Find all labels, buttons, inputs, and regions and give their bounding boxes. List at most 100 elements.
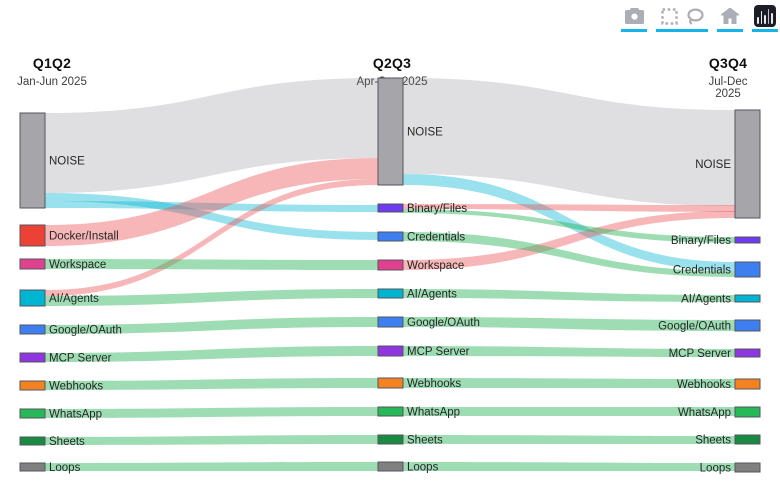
sankey-node-q3q4-WhatsApp[interactable] bbox=[734, 406, 761, 418]
reset-view-button[interactable] bbox=[717, 4, 743, 28]
sankey-node-q1q2-AI/Agents[interactable] bbox=[19, 289, 46, 307]
sankey-link-NOISE-to-Credentials[interactable] bbox=[45, 193, 378, 240]
sankey-link-Google/OAuth-to-Google/OAuth[interactable] bbox=[45, 317, 378, 334]
sankey-link-Loops-to-Loops[interactable] bbox=[45, 462, 378, 471]
node-label-Credentials: Credentials bbox=[673, 265, 731, 277]
home-icon bbox=[721, 8, 739, 24]
sankey-link-AI/Agents-to-AI/Agents[interactable] bbox=[45, 289, 378, 306]
sankey-node-q2q3-NOISE[interactable] bbox=[377, 77, 404, 186]
sankey-node-q3q4-Binary/Files[interactable] bbox=[734, 236, 761, 244]
sankey-node-q3q4-MCP Server[interactable] bbox=[734, 348, 761, 358]
sankey-node-q2q3-Webhooks[interactable] bbox=[377, 377, 404, 389]
node-label-Google/OAuth: Google/OAuth bbox=[658, 321, 731, 333]
modebar bbox=[612, 4, 778, 32]
sankey-link-Workspace-to-Workspace[interactable] bbox=[45, 259, 378, 270]
node-label-Workspace: Workspace bbox=[49, 259, 106, 271]
sankey-link-NOISE-to-NOISE[interactable] bbox=[45, 78, 378, 193]
sankey-link-Webhooks-to-Webhooks[interactable] bbox=[45, 378, 378, 390]
node-label-Sheets: Sheets bbox=[407, 435, 443, 447]
node-label-Docker/Install: Docker/Install bbox=[49, 231, 119, 243]
sankey-link-MCP Server-to-MCP Server[interactable] bbox=[403, 346, 735, 357]
sankey-node-q3q4-AI/Agents[interactable] bbox=[734, 294, 761, 303]
node-label-Google/OAuth: Google/OAuth bbox=[49, 325, 122, 337]
sankey-node-q1q2-Webhooks[interactable] bbox=[19, 380, 46, 391]
sankey-node-q2q3-Google/OAuth[interactable] bbox=[377, 316, 404, 328]
node-label-Binary/Files: Binary/Files bbox=[671, 235, 731, 247]
sankey-link-Sheets-to-Sheets[interactable] bbox=[403, 435, 735, 444]
node-label-WhatsApp: WhatsApp bbox=[49, 409, 102, 421]
sankey-node-q1q2-MCP Server[interactable] bbox=[19, 352, 46, 363]
sankey-node-q1q2-Docker/Install[interactable] bbox=[19, 224, 46, 247]
node-label-NOISE: NOISE bbox=[407, 127, 443, 139]
sankey-link-Webhooks-to-Webhooks[interactable] bbox=[403, 378, 735, 388]
sankey-node-q2q3-WhatsApp[interactable] bbox=[377, 406, 404, 417]
download-png-button[interactable] bbox=[621, 4, 647, 28]
node-label-NOISE: NOISE bbox=[49, 156, 85, 168]
sankey-node-q3q4-Google/OAuth[interactable] bbox=[734, 319, 761, 332]
node-label-Webhooks: Webhooks bbox=[677, 379, 731, 391]
sankey-node-q2q3-Binary/Files[interactable] bbox=[377, 203, 404, 213]
sankey-link-Credentials-to-Credentials[interactable] bbox=[403, 232, 735, 277]
node-label-Sheets: Sheets bbox=[695, 435, 731, 447]
sankey-link-WhatsApp-to-WhatsApp[interactable] bbox=[45, 407, 378, 418]
node-label-WhatsApp: WhatsApp bbox=[407, 407, 460, 419]
sankey-link-AI/Agents-to-NOISE[interactable] bbox=[45, 179, 378, 296]
sankey-link-Sheets-to-Sheets[interactable] bbox=[45, 435, 378, 445]
plotly-logo-icon bbox=[754, 5, 776, 27]
node-label-AI/Agents: AI/Agents bbox=[681, 294, 731, 306]
sankey-node-q2q3-Loops[interactable] bbox=[377, 461, 404, 472]
sankey-link-Binary/Files-to-NOISE[interactable] bbox=[403, 204, 735, 212]
sankey-node-q3q4-Webhooks[interactable] bbox=[734, 378, 761, 390]
sankey-node-q3q4-Loops[interactable] bbox=[734, 462, 761, 473]
node-label-Google/OAuth: Google/OAuth bbox=[407, 317, 480, 329]
sankey-link-MCP Server-to-MCP Server[interactable] bbox=[45, 346, 378, 362]
sankey-link-NOISE-to-Credentials[interactable] bbox=[403, 174, 735, 271]
sankey-node-q1q2-Workspace[interactable] bbox=[19, 258, 46, 270]
sankey-link-Docker/Install-to-NOISE[interactable] bbox=[45, 158, 378, 246]
sankey-node-q1q2-NOISE[interactable] bbox=[19, 112, 46, 209]
node-label-WhatsApp: WhatsApp bbox=[678, 407, 731, 419]
sankey-link-NOISE-to-NOISE[interactable] bbox=[403, 78, 735, 206]
sankey-node-q3q4-Sheets[interactable] bbox=[734, 434, 761, 445]
node-label-AI/Agents: AI/Agents bbox=[407, 289, 457, 301]
box-select-icon bbox=[660, 7, 678, 25]
sankey-node-q2q3-Sheets[interactable] bbox=[377, 434, 404, 445]
sankey-node-q3q4-NOISE[interactable] bbox=[734, 109, 761, 219]
plotly-logo-button[interactable] bbox=[752, 4, 778, 28]
sankey-link-WhatsApp-to-WhatsApp[interactable] bbox=[403, 407, 735, 416]
modebar-group-logo bbox=[752, 4, 778, 32]
sankey-node-q2q3-MCP Server[interactable] bbox=[377, 345, 404, 357]
node-label-Workspace: Workspace bbox=[407, 260, 464, 272]
sankey-node-q1q2-Loops[interactable] bbox=[19, 462, 46, 472]
column-title: Q3Q4 bbox=[708, 55, 748, 71]
lasso-select-icon bbox=[686, 7, 704, 25]
node-label-Loops: Loops bbox=[407, 462, 439, 474]
sankey-node-q1q2-Sheets[interactable] bbox=[19, 436, 46, 446]
sankey-link-NOISE-to-Binary/Files[interactable] bbox=[45, 201, 378, 212]
node-label-Loops: Loops bbox=[49, 462, 81, 474]
node-label-AI/Agents: AI/Agents bbox=[49, 293, 99, 305]
column-subtitle: Jan-Jun 2025 bbox=[17, 76, 87, 88]
sankey-link-Binary/Files-to-Binary/Files[interactable] bbox=[403, 209, 735, 243]
node-label-MCP Server: MCP Server bbox=[407, 346, 470, 358]
box-select-button[interactable] bbox=[656, 4, 682, 28]
sankey-node-q1q2-Google/OAuth[interactable] bbox=[19, 324, 46, 335]
node-label-Credentials: Credentials bbox=[407, 232, 465, 244]
sankey-node-q2q3-AI/Agents[interactable] bbox=[377, 288, 404, 299]
sankey-node-q1q2-WhatsApp[interactable] bbox=[19, 408, 46, 419]
sankey-link-Workspace-to-NOISE[interactable] bbox=[403, 211, 735, 270]
node-label-MCP Server: MCP Server bbox=[669, 348, 732, 360]
column-header-q3q4: Q3Q4 Jul-Dec 2025 bbox=[702, 55, 754, 100]
sankey-link-AI/Agents-to-AI/Agents[interactable] bbox=[403, 289, 735, 302]
lasso-select-button[interactable] bbox=[682, 4, 708, 28]
sankey-node-q2q3-Workspace[interactable] bbox=[377, 259, 404, 271]
modebar-group-snapshot bbox=[621, 4, 647, 32]
sankey-node-q2q3-Credentials[interactable] bbox=[377, 231, 404, 242]
column-subtitle: Jul-Dec 2025 bbox=[708, 76, 748, 100]
node-label-Webhooks: Webhooks bbox=[407, 378, 461, 390]
node-label-Webhooks: Webhooks bbox=[49, 381, 103, 393]
sankey-link-Google/OAuth-to-Google/OAuth[interactable] bbox=[403, 317, 735, 331]
sankey-link-Loops-to-Loops[interactable] bbox=[403, 462, 735, 471]
sankey-node-q3q4-Credentials[interactable] bbox=[734, 261, 761, 278]
